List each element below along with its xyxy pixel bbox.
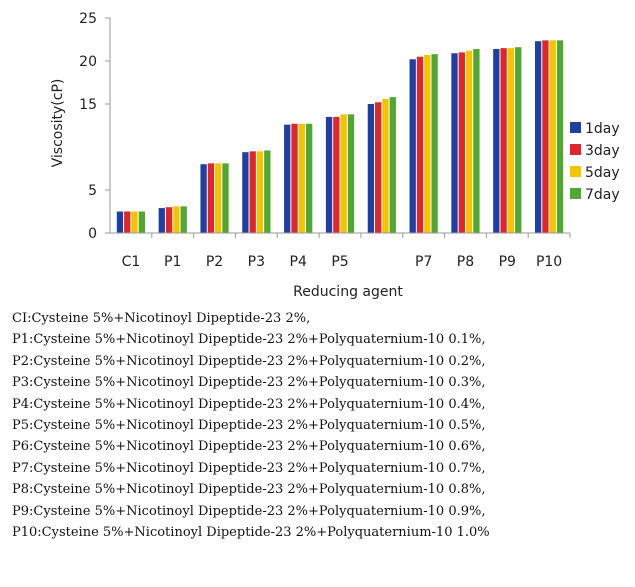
bar-7day	[515, 47, 522, 233]
bar-1day	[534, 41, 542, 233]
bar-5day	[131, 211, 138, 233]
x-tick-label: P8	[457, 254, 474, 270]
bar-3day	[249, 151, 256, 233]
bar-5day	[298, 123, 305, 233]
bar-7day	[264, 150, 271, 233]
bar-7day	[431, 54, 438, 234]
legend: 1day 3day 5day 7day	[570, 121, 620, 203]
x-tick-label: P2	[206, 254, 223, 270]
x-tick-label: P10	[536, 254, 562, 270]
note-line: P4:Cysteine 5%+Nicotinoyl Dipeptide-23 2…	[12, 396, 486, 412]
bar-5day	[256, 151, 264, 233]
x-tick-label: P3	[248, 254, 265, 270]
bar-3day	[333, 116, 340, 233]
bar-7day	[305, 123, 313, 233]
bar-1day	[325, 116, 333, 233]
bar-3day	[124, 211, 131, 233]
y-tick-label: 15	[79, 97, 97, 113]
note-line: CI:Cysteine 5%+Nicotinoyl Dipeptide-23 2…	[12, 311, 311, 326]
legend-label-5day: 5day	[585, 165, 620, 181]
bar-5day	[507, 48, 515, 233]
x-tick-label: P4	[290, 254, 307, 270]
note-line: P3:Cysteine 5%+Nicotinoyl Dipeptide-23 2…	[12, 375, 486, 391]
y-tick-label: 20	[79, 54, 97, 70]
axes	[105, 17, 571, 238]
bar-5day	[340, 114, 347, 233]
legend-swatch-5day	[570, 166, 581, 177]
legend-label-7day: 7day	[585, 187, 620, 203]
bar-1day	[116, 211, 124, 233]
x-tick-label: P1	[164, 254, 181, 270]
bar-7day	[473, 48, 480, 234]
y-tick-label: 0	[88, 226, 97, 242]
bar-5day	[424, 54, 431, 234]
x-tick-label: P9	[499, 254, 516, 270]
bar-1day	[200, 164, 207, 233]
x-tick-label: C1	[122, 254, 141, 270]
note-line: P9:Cysteine 5%+Nicotinoyl Dipeptide-23 2…	[12, 503, 486, 519]
y-axis-label: Viscosity(cP)	[50, 79, 66, 168]
bar-7day	[222, 163, 229, 233]
bar-5day	[173, 206, 180, 233]
bar-3day	[375, 102, 382, 233]
x-axis-label: Reducing agent	[293, 284, 403, 300]
y-tick-label: 25	[79, 11, 97, 27]
legend-swatch-1day	[570, 122, 581, 133]
x-tick-label: P7	[415, 254, 432, 270]
x-tick-label: P5	[331, 254, 348, 270]
bar-1day	[284, 124, 291, 233]
bar-7day	[389, 97, 396, 234]
bar-1day	[158, 208, 165, 233]
bar-5day	[215, 163, 222, 233]
bar-5day	[465, 50, 473, 234]
bar-3day	[207, 163, 215, 233]
y-tick-label: 5	[88, 183, 97, 199]
bar-group	[116, 40, 564, 234]
bar-5day	[549, 40, 556, 233]
bar-7day	[138, 211, 146, 233]
note-line: P1:Cysteine 5%+Nicotinoyl Dipeptide-23 2…	[12, 332, 486, 348]
bar-3day	[165, 207, 173, 233]
legend-swatch-3day	[570, 144, 581, 155]
legend-swatch-7day	[570, 188, 581, 199]
bar-3day	[500, 48, 507, 233]
note-line: P2:Cysteine 5%+Nicotinoyl Dipeptide-23 2…	[12, 353, 486, 369]
bar-3day	[458, 52, 465, 234]
bar-5day	[382, 98, 389, 233]
bar-7day	[556, 40, 564, 233]
bar-1day	[451, 53, 458, 234]
bar-1day	[242, 152, 249, 233]
legend-label-3day: 3day	[585, 143, 620, 159]
bar-1day	[367, 104, 375, 233]
tick-labels: 0 5 15 20 25 C1 P1 P2 P3 P4 P5 P7 P8 P9 P10	[79, 11, 562, 270]
bar-3day	[416, 56, 424, 234]
note-line: P7:Cysteine 5%+Nicotinoyl Dipeptide-23 2…	[12, 460, 486, 476]
bar-1day	[493, 48, 500, 234]
note-line: P6:Cysteine 5%+Nicotinoyl Dipeptide-23 2…	[12, 439, 486, 455]
note-line: P8:Cysteine 5%+Nicotinoyl Dipeptide-23 2…	[12, 482, 486, 498]
formulation-notes: CI:Cysteine 5%+Nicotinoyl Dipeptide-23 2…	[12, 308, 632, 543]
bar-7day	[347, 114, 355, 233]
bar-1day	[409, 59, 416, 233]
viscosity-chart: 0 5 15 20 25 C1 P1 P2 P3 P4 P5 P7 P8 P9 P10 1day 3day 5d…	[50, 11, 620, 300]
note-line: P10:Cysteine 5%+Nicotinoyl Dipeptide-23 …	[12, 525, 490, 541]
legend-label-1day: 1day	[585, 121, 620, 137]
bar-7day	[180, 206, 187, 233]
bar-3day	[291, 123, 298, 233]
note-line: P5:Cysteine 5%+Nicotinoyl Dipeptide-23 2…	[12, 418, 486, 434]
bar-3day	[542, 40, 549, 233]
